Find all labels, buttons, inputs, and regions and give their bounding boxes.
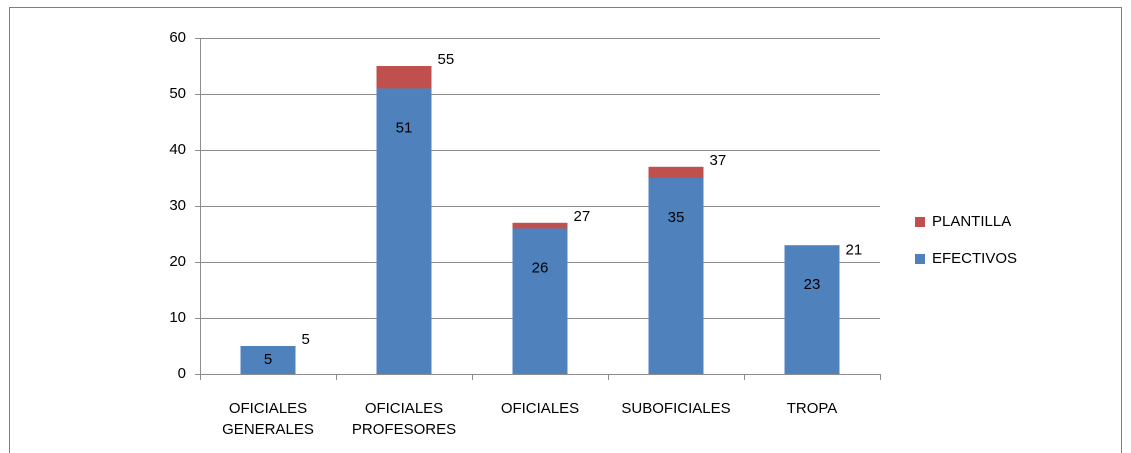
chart-frame xyxy=(9,7,1122,453)
bar xyxy=(376,88,432,375)
data-label: 35 xyxy=(668,209,685,226)
x-tick-label: TROPA xyxy=(787,400,838,417)
data-label: 26 xyxy=(532,259,549,276)
legend-label: EFECTIVOS xyxy=(932,250,1017,267)
y-tick-label: 60 xyxy=(169,29,186,46)
y-tick-label: 20 xyxy=(169,253,186,270)
legend-label: PLANTILLA xyxy=(932,213,1011,230)
bar xyxy=(784,245,840,374)
data-label: 51 xyxy=(396,119,413,136)
data-label: 5 xyxy=(264,351,272,368)
legend-swatch xyxy=(915,217,925,227)
x-tick-label: OFICIALES xyxy=(365,400,443,417)
x-tick-label: OFICIALES xyxy=(501,400,579,417)
legend-swatch xyxy=(915,254,925,264)
x-tick-label: SUBOFICIALES xyxy=(621,400,730,417)
data-label: 37 xyxy=(710,152,727,169)
y-tick-label: 40 xyxy=(169,141,186,158)
data-label: 55 xyxy=(438,51,455,68)
x-tick-label: GENERALES xyxy=(222,421,314,438)
data-label: 21 xyxy=(846,241,863,258)
data-label: 27 xyxy=(574,208,591,225)
bar xyxy=(512,228,568,374)
y-tick-label: 50 xyxy=(169,85,186,102)
data-label: 5 xyxy=(302,331,310,348)
y-tick-label: 30 xyxy=(169,197,186,214)
y-tick-label: 10 xyxy=(169,309,186,326)
x-tick-label: OFICIALES xyxy=(229,400,307,417)
bar xyxy=(240,346,296,374)
bar xyxy=(648,178,704,374)
data-label: 23 xyxy=(804,276,821,293)
y-tick-label: 0 xyxy=(178,365,186,382)
x-tick-label: PROFESORES xyxy=(352,421,456,438)
